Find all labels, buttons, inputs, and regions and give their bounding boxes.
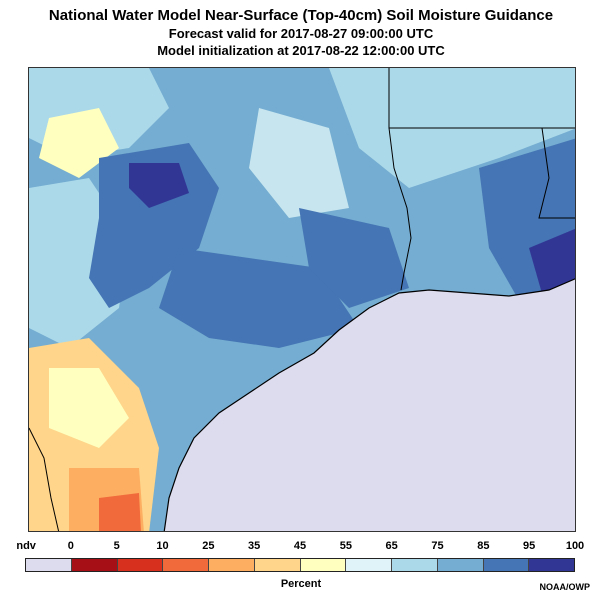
legend-label-value: 35 [248, 540, 261, 552]
legend-swatch [117, 559, 164, 571]
legend-swatch [26, 559, 72, 571]
legend-labels: ndv 0 5 10 25 35 45 55 65 75 85 95 100 [16, 540, 584, 556]
legend-label-value: 100 [565, 540, 585, 552]
legend-label-value: 10 [156, 540, 169, 552]
legend-swatch [300, 559, 347, 571]
legend-label-value: 45 [293, 540, 307, 552]
legend-label-value: 95 [523, 540, 536, 552]
legend-label-value: 25 [202, 540, 215, 552]
color-legend: ndv 0 5 10 25 35 45 55 65 75 85 95 100 [16, 540, 584, 572]
moisture-zone [159, 248, 359, 348]
legend-label-value: 5 [113, 540, 120, 552]
legend-swatch [254, 559, 301, 571]
model-init-time: Model initialization at 2017-08-22 12:00… [157, 43, 445, 58]
legend-swatch [163, 559, 209, 571]
legend-label-value: 85 [477, 540, 490, 552]
moisture-zone [129, 163, 189, 208]
moisture-zone [89, 143, 219, 308]
moisture-zone [249, 108, 349, 218]
legend-swatch [209, 559, 255, 571]
soil-moisture-map [28, 67, 576, 532]
title-block: National Water Model Near-Surface (Top-4… [0, 6, 602, 59]
legend-label-value: 0 [67, 540, 74, 552]
legend-label-ndv: ndv [16, 540, 36, 552]
country-boundary-line [29, 427, 60, 531]
legend-label-value: 55 [339, 540, 352, 552]
forecast-valid-time: Forecast valid for 2017-08-27 09:00:00 U… [168, 26, 434, 41]
gulf-of-mexico-water [163, 278, 575, 531]
state-boundary-line [538, 127, 575, 219]
moisture-zone [99, 493, 141, 531]
legend-swatch [437, 559, 484, 571]
legend-swatch [346, 559, 392, 571]
state-boundary-line [388, 127, 412, 291]
legend-swatch [483, 559, 530, 571]
legend-swatch [529, 559, 574, 571]
moisture-zone [299, 208, 409, 308]
legend-swatch [392, 559, 438, 571]
legend-label-value: 75 [431, 540, 444, 552]
legend-label-value: 65 [385, 540, 398, 552]
credit-text: NOAA/OWP [539, 582, 591, 592]
legend-color-bar [25, 558, 575, 572]
legend-swatch [71, 559, 118, 571]
legend-title: Percent [280, 578, 322, 590]
map-title: National Water Model Near-Surface (Top-4… [48, 7, 554, 24]
moisture-zone [49, 368, 129, 448]
map-svg [29, 68, 575, 531]
